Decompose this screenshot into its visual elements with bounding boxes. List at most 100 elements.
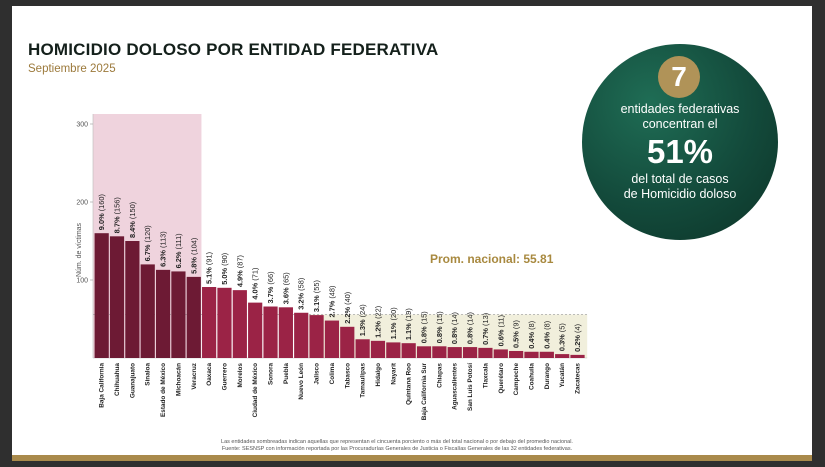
data-label: 8.4% (150) [128,202,137,238]
data-label-count: (87) [235,255,244,268]
data-label-percent: 3.2% [297,291,306,310]
x-tick-label: Chiapas [436,363,443,388]
data-label: 0.8% (15) [420,311,429,343]
data-label: 0.4% (8) [527,321,536,349]
data-label-percent: 8.4% [128,219,137,238]
data-label: 1.1% (19) [404,308,413,340]
data-label: 0.5% (9) [512,320,521,348]
data-label-percent: 0.7% [481,326,490,345]
data-label-count: (15) [435,311,444,324]
source-note: Fuente: SESNSP con información reportada… [221,446,573,452]
data-label-percent: 5.1% [205,265,214,284]
data-label-percent: 6.7% [143,242,152,261]
data-label-percent: 4.9% [235,268,244,287]
data-label-count: (9) [512,320,521,329]
data-label-percent: 0.8% [466,325,475,344]
summary-text-line: de Homicidio doloso [623,187,737,201]
x-tick-label: San Luis Potosí [467,363,474,411]
data-label-percent: 4.0% [251,281,260,300]
x-tick-label: Zacatecas [575,363,582,394]
data-label-count: (55) [312,280,321,293]
data-label-count: (15) [420,311,429,324]
data-label: 0.8% (14) [466,312,475,344]
data-label: 0.7% (13) [481,313,490,345]
x-tick-label: Aguascalientes [452,363,459,410]
data-label-percent: 1.1% [404,321,413,340]
chart-bar [278,307,293,358]
data-label-count: (20) [389,307,398,320]
data-label: 3.1% (55) [312,280,321,312]
x-tick-label: Oaxaca [206,363,213,386]
chart-bar [447,347,462,358]
data-label-count: (66) [266,271,275,284]
data-label-percent: 0.4% [527,330,536,349]
page-subtitle: Septiembre 2025 [28,63,116,75]
chart-bar [462,347,478,358]
bar-chart: 100 200 300 9.0% (160) 8.7% (156) 8.4% (150)… [76,114,588,420]
summary-number-badge: 7 [658,56,700,98]
data-label-count: (40) [343,292,352,305]
chart-bar [186,276,201,358]
x-tick-label: Michoacán [175,363,182,396]
x-tick-label: Estado de México [160,363,167,417]
chart-bar [401,343,416,358]
data-label-count: (120) [143,225,152,242]
data-label: 1.1% (20) [389,307,398,339]
chart-bar [171,271,186,358]
x-tick-label: Tabasco [344,363,351,389]
data-label-percent: 1.2% [373,319,382,338]
data-label: 6.2% (111) [174,233,183,268]
summary-percent: 51% [646,133,714,170]
summary-text-line: del total de casos [631,172,729,186]
data-label-percent: 0.3% [558,332,567,351]
data-label: 1.2% (22) [373,306,382,338]
x-tick-label: Chihuahua [114,363,121,396]
chart-bar [248,302,263,358]
data-label: 4.9% (87) [235,255,244,287]
data-label-percent: 0.6% [496,328,505,347]
x-tick-label: Quintana Roo [406,363,413,405]
y-tick-label: 100 [76,278,88,285]
y-tick-label: 200 [76,200,88,207]
chart-bar [493,349,508,358]
data-label-percent: 2.7% [327,299,336,318]
data-label-count: (8) [527,321,536,330]
data-label-percent: 6.3% [159,248,168,267]
x-tick-label: Sinaloa [145,363,152,386]
data-label: 3.7% (66) [266,271,275,303]
data-label: 0.8% (15) [435,311,444,343]
data-label-percent: 2.2% [343,305,352,324]
chart-bar [109,236,125,358]
data-label: 1.3% (24) [358,304,367,336]
data-label-percent: 3.1% [312,293,321,312]
data-label-percent: 0.2% [573,333,582,352]
chart-bar [202,287,217,358]
data-label: 3.6% (65) [281,272,290,304]
average-label: Prom. nacional: 55.81 [430,252,554,266]
x-tick-label: Querétaro [498,363,505,394]
chart-bar [386,342,401,358]
x-tick-label: Puebla [283,363,290,384]
x-tick-label: Campeche [513,363,520,396]
x-tick-label: Tlaxcala [482,363,489,389]
summary-text-line: concentran el [642,117,718,131]
chart-bar [324,320,340,358]
data-label-percent: 0.8% [420,324,429,343]
data-label: 9.0% (160) [97,194,106,230]
data-label-count: (48) [327,285,336,298]
data-label: 2.7% (48) [327,285,336,317]
x-tick-label: Colima [329,363,336,385]
chart-bar [232,290,247,358]
data-label-count: (71) [251,268,260,281]
data-label-percent: 1.3% [358,317,367,336]
data-label-percent: 5.8% [189,255,198,274]
data-label-percent: 0.4% [542,330,551,349]
data-label: 0.3% (5) [558,323,567,351]
data-label-count: (24) [358,304,367,317]
data-label-percent: 5.0% [220,266,229,285]
data-label-count: (90) [220,253,229,266]
chart-bar [570,354,585,358]
chart-bar [355,339,370,358]
x-tick-label: Nayarit [390,362,397,385]
data-label-count: (156) [113,197,122,214]
